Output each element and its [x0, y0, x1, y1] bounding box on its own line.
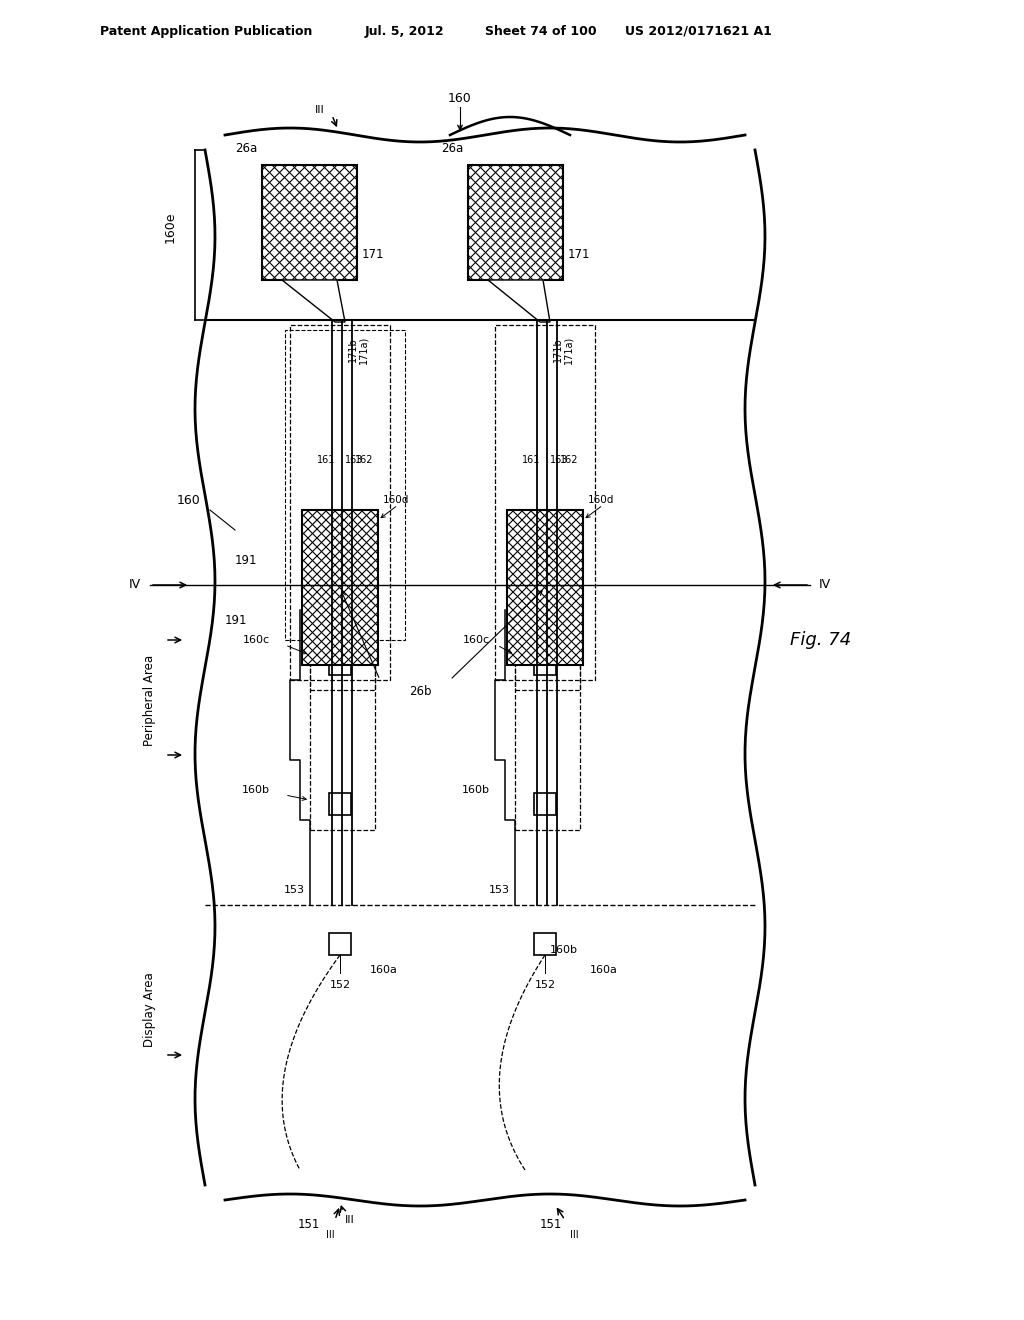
- Text: 160b: 160b: [550, 945, 578, 954]
- Text: US 2012/0171621 A1: US 2012/0171621 A1: [625, 25, 772, 38]
- Text: 160d: 160d: [383, 495, 410, 506]
- Bar: [329, 933, 351, 954]
- Text: III: III: [345, 1214, 354, 1225]
- Bar: [302, 510, 378, 665]
- Bar: [534, 933, 556, 954]
- Text: 160c: 160c: [243, 635, 270, 645]
- Text: Peripheral Area: Peripheral Area: [143, 655, 157, 746]
- Bar: [310, 655, 375, 830]
- Text: 160e: 160e: [164, 211, 176, 243]
- Text: 163: 163: [345, 455, 364, 465]
- Text: Fig. 74: Fig. 74: [790, 631, 851, 649]
- Bar: [329, 793, 351, 814]
- Text: Jul. 5, 2012: Jul. 5, 2012: [365, 25, 444, 38]
- Bar: [262, 165, 357, 280]
- Text: 151: 151: [540, 1218, 562, 1232]
- Text: 160: 160: [176, 494, 200, 507]
- Text: IV: IV: [129, 578, 141, 591]
- Bar: [329, 653, 351, 675]
- Text: 160d: 160d: [588, 495, 614, 506]
- Text: 161: 161: [521, 455, 540, 465]
- Text: 151: 151: [298, 1218, 319, 1232]
- Text: 160b: 160b: [462, 785, 490, 795]
- Text: 171b: 171b: [348, 338, 358, 363]
- Text: 160a: 160a: [590, 965, 617, 975]
- Text: 160b: 160b: [242, 785, 270, 795]
- Text: 163: 163: [550, 455, 568, 465]
- Text: III: III: [570, 1230, 579, 1239]
- Text: 171a): 171a): [563, 335, 573, 364]
- Text: 153: 153: [489, 884, 510, 895]
- Text: 152: 152: [535, 979, 556, 990]
- Text: 171: 171: [362, 248, 384, 261]
- Bar: [507, 510, 583, 665]
- Text: 152: 152: [330, 979, 350, 990]
- Text: Display Area: Display Area: [143, 973, 157, 1047]
- Text: 162: 162: [355, 455, 374, 465]
- Text: 153: 153: [284, 884, 305, 895]
- Text: 171: 171: [568, 248, 591, 261]
- Text: 160c: 160c: [463, 635, 490, 645]
- Text: 26b: 26b: [409, 685, 431, 698]
- Text: 162: 162: [560, 455, 579, 465]
- Text: 160: 160: [449, 92, 472, 106]
- Text: Sheet 74 of 100: Sheet 74 of 100: [485, 25, 597, 38]
- Text: III: III: [327, 1230, 335, 1239]
- Polygon shape: [282, 280, 345, 322]
- Text: 191: 191: [234, 553, 257, 566]
- Text: Patent Application Publication: Patent Application Publication: [100, 25, 312, 38]
- Bar: [310, 635, 375, 690]
- Text: 26a: 26a: [440, 143, 463, 154]
- Bar: [515, 655, 580, 830]
- Bar: [515, 635, 580, 690]
- Text: 160a: 160a: [370, 965, 398, 975]
- Bar: [290, 325, 390, 680]
- Bar: [534, 653, 556, 675]
- Text: 26a: 26a: [234, 143, 257, 154]
- Bar: [534, 793, 556, 814]
- Text: IV: IV: [819, 578, 831, 591]
- Text: 161: 161: [316, 455, 335, 465]
- Text: 171b: 171b: [553, 338, 563, 363]
- Bar: [285, 330, 406, 640]
- Bar: [495, 325, 595, 680]
- Bar: [468, 165, 563, 280]
- Polygon shape: [488, 280, 550, 322]
- Text: III: III: [315, 106, 325, 115]
- Text: 171a): 171a): [358, 335, 368, 364]
- Text: 191: 191: [225, 614, 248, 627]
